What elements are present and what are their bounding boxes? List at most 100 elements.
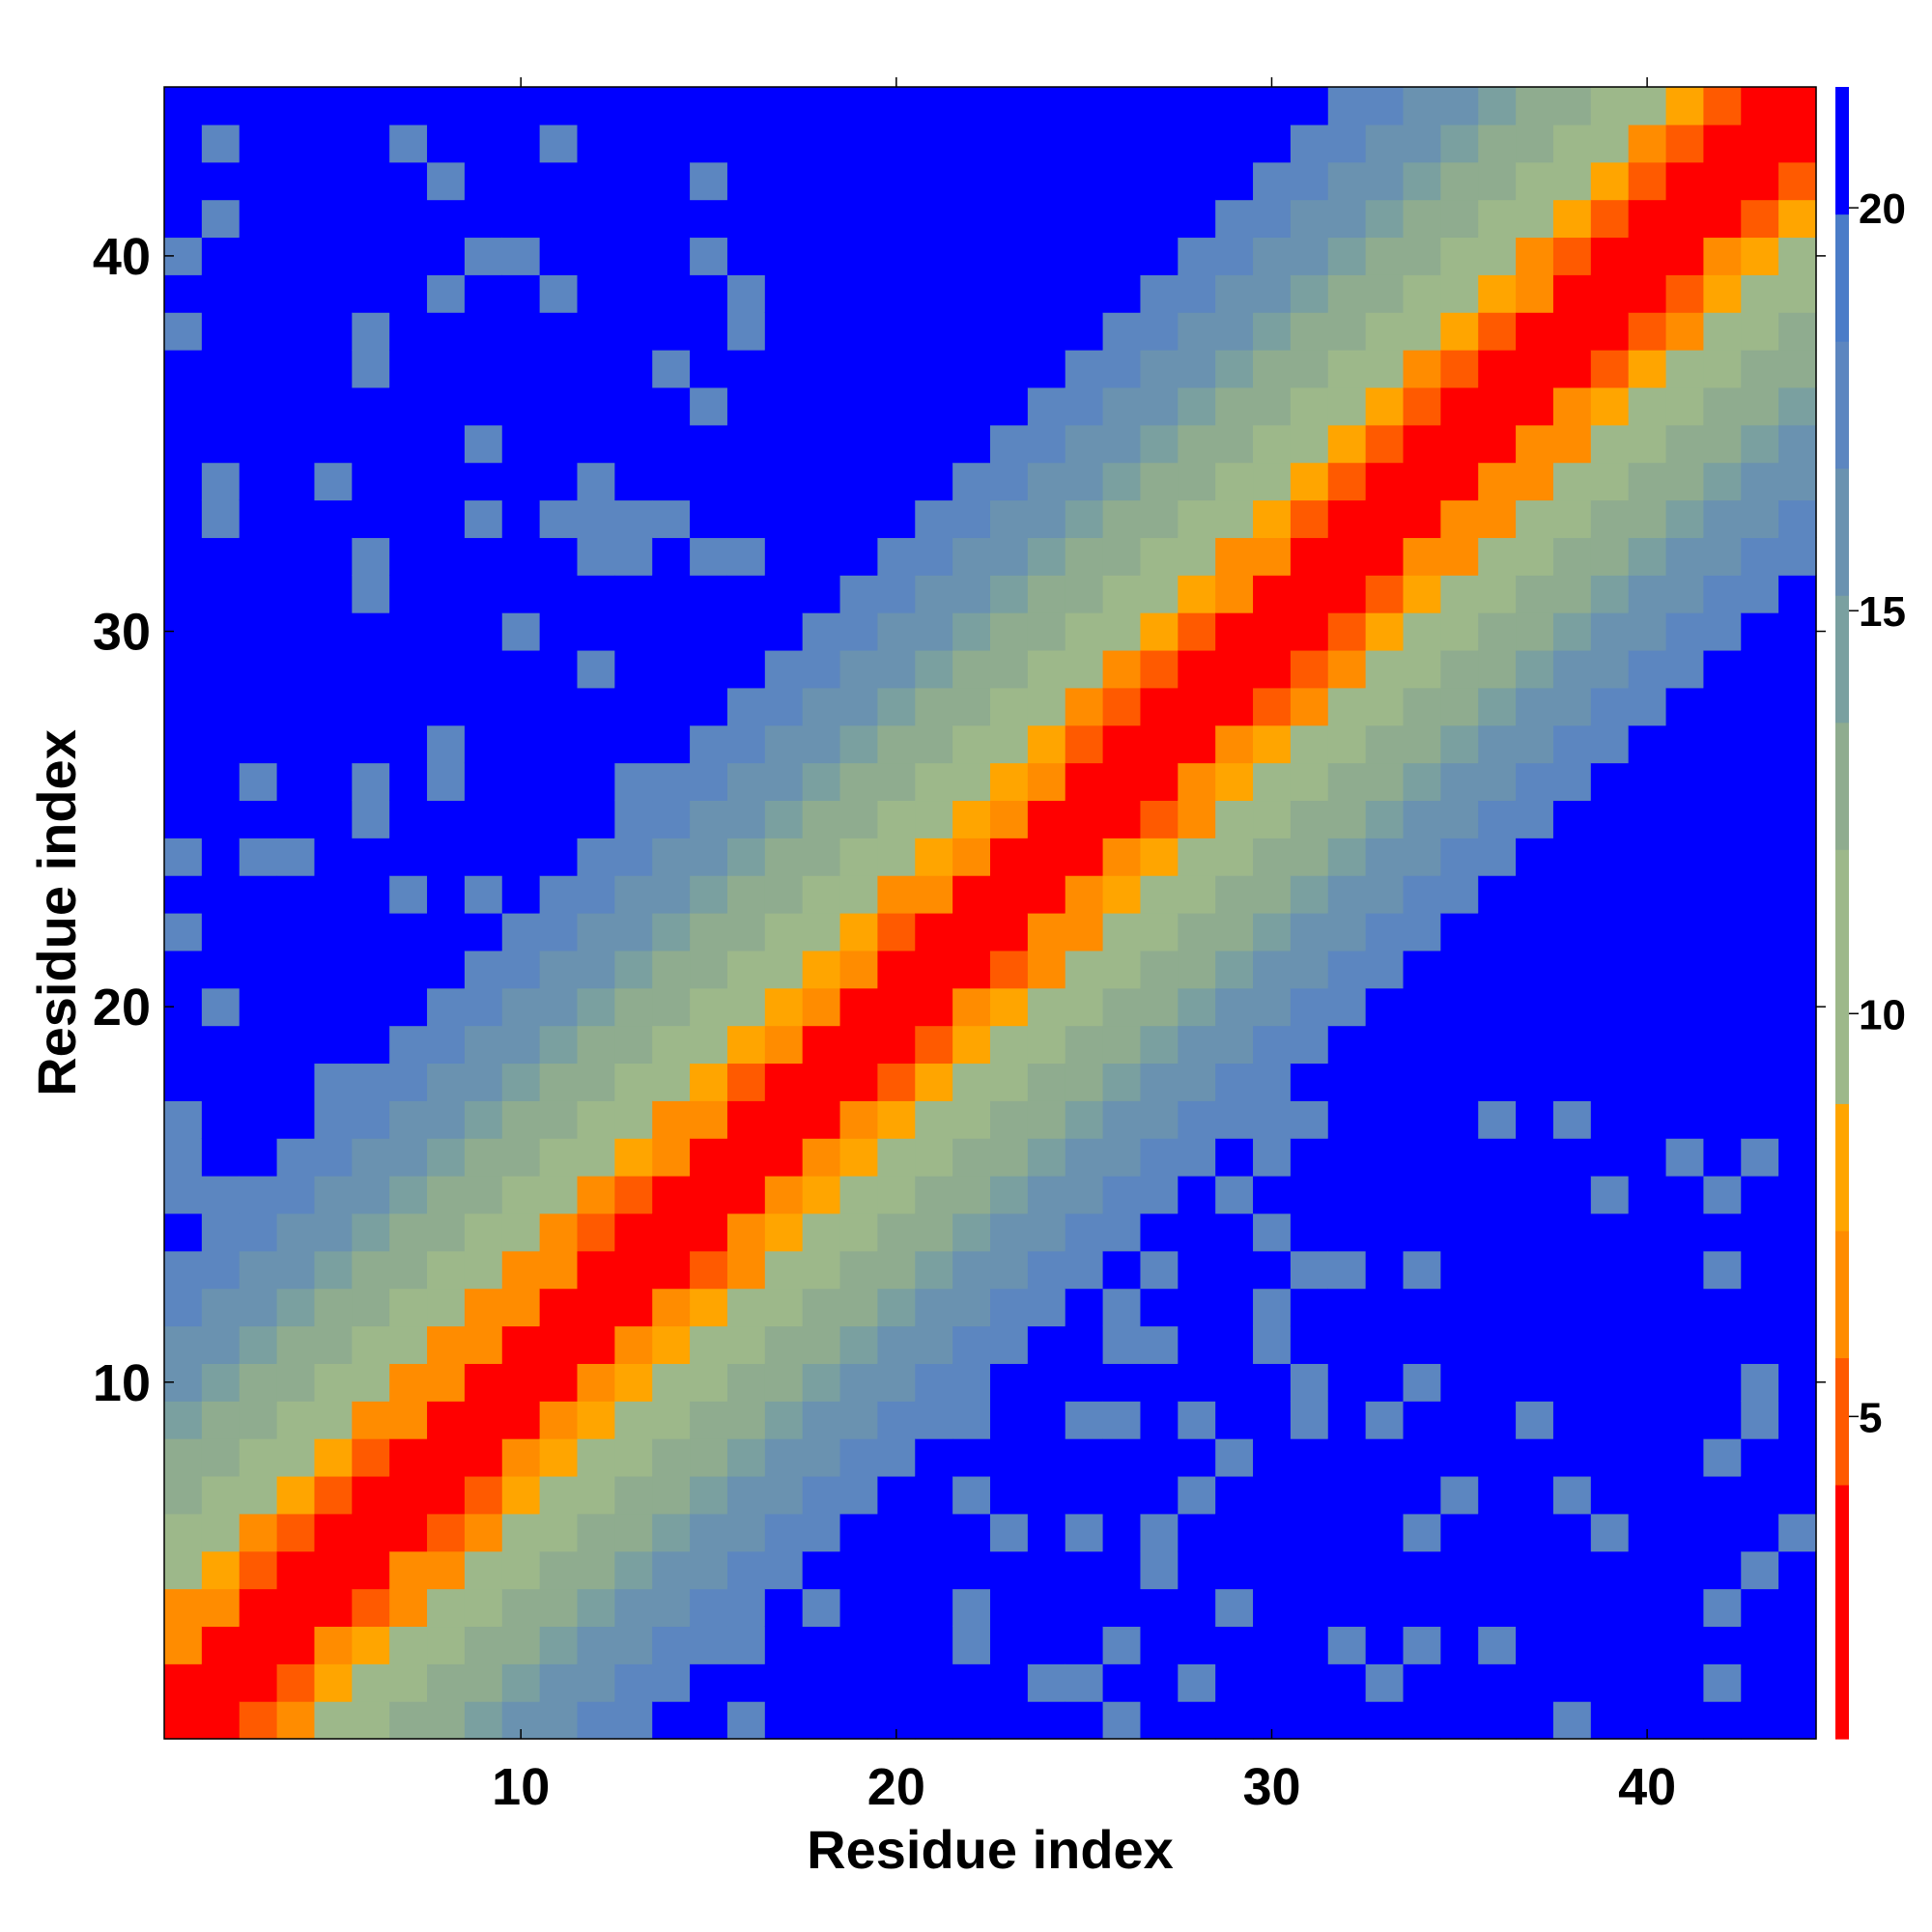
heatmap-cell [614,1475,653,1515]
heatmap-cell [652,762,691,802]
heatmap-cell [690,1250,728,1290]
heatmap-cell [1516,350,1554,388]
heatmap-cell [915,350,953,388]
heatmap-cell [1253,1550,1292,1590]
heatmap-cell [1703,1100,1742,1139]
heatmap-cell [1778,1212,1817,1252]
heatmap-cell [614,386,653,426]
heatmap-cell [1590,1363,1630,1402]
heatmap-cell [577,875,615,914]
heatmap-cell [164,1663,203,1702]
heatmap-cell [314,87,353,126]
heatmap-cell [239,537,278,576]
heatmap-cell [201,237,241,275]
heatmap-cell [389,1176,428,1214]
heatmap-cell [952,1063,991,1101]
heatmap-cell [802,575,841,613]
heatmap-cell [1703,1588,1742,1628]
heatmap-cell [764,1325,804,1364]
heatmap-cell [1778,312,1817,351]
heatmap-cell [1290,274,1329,313]
heatmap-cell [990,913,1029,952]
heatmap-cell [764,724,804,764]
heatmap-cell [314,1212,353,1252]
heatmap-cell [501,1325,541,1364]
heatmap-cell [1703,950,1742,989]
heatmap-cell [539,124,579,163]
heatmap-cell [1703,649,1742,689]
heatmap-cell [764,1513,804,1552]
heatmap-cell [1178,1475,1216,1515]
heatmap-cell [352,350,390,388]
heatmap-cell [764,1288,804,1327]
heatmap-cell [201,1626,241,1664]
heatmap-cell [1327,1363,1367,1402]
heatmap-cell [1778,462,1817,501]
heatmap-cell [1478,1438,1517,1477]
heatmap-cell [652,1363,691,1402]
heatmap-cell [1140,800,1179,838]
heatmap-cell [1590,950,1630,989]
heatmap-cell [690,1212,728,1252]
heatmap-cell [726,950,766,989]
heatmap-cell [1027,1176,1066,1214]
heatmap-cell [1516,987,1554,1027]
heatmap-cell [1778,1626,1817,1664]
heatmap-cell [1102,987,1142,1027]
heatmap-cell [1628,762,1667,802]
heatmap-cell [1102,462,1142,501]
heatmap-cell [652,1138,691,1177]
heatmap-cell [427,1325,466,1364]
colorbar-segment [1835,849,1849,978]
heatmap-cell [614,274,653,313]
heatmap-cell [915,1176,953,1214]
heatmap-cell [1027,1626,1066,1664]
heatmap-cell [726,649,766,689]
heatmap-cell [877,1438,916,1477]
heatmap-cell [1027,1288,1066,1327]
heatmap-cell [614,199,653,239]
heatmap-cell [1065,1063,1104,1101]
heatmap-cell [1665,161,1705,201]
heatmap-cell [1065,1438,1104,1477]
heatmap-cell [726,1288,766,1327]
heatmap-cell [877,1138,916,1177]
y-axis-label: Residue index [26,729,87,1096]
heatmap-cell [239,1100,278,1139]
heatmap-cell [164,687,203,726]
heatmap-cell [1365,1588,1405,1628]
heatmap-cell [1552,1212,1592,1252]
heatmap-cell [1478,987,1517,1027]
heatmap-cell [1290,1288,1329,1327]
heatmap-cell [389,838,428,876]
heatmap-cell [164,1513,203,1552]
heatmap-cell [1065,800,1104,838]
heatmap-cell [352,537,390,576]
heatmap-cell [1703,1212,1742,1252]
heatmap-cell [1140,274,1179,313]
heatmap-cell [314,1138,353,1177]
heatmap-cell [1253,199,1292,239]
heatmap-cell [1403,1401,1441,1439]
heatmap-cell [1253,237,1292,275]
heatmap-cell [1741,1138,1779,1177]
heatmap-cell [877,161,916,201]
heatmap-cell [201,462,241,501]
heatmap-cell [614,462,653,501]
heatmap-cell [1253,1325,1292,1364]
heatmap-cell [1178,724,1216,764]
heatmap-cell [464,762,503,802]
heatmap-cell [1778,274,1817,313]
heatmap-cell [764,838,804,876]
heatmap-cell [276,1325,316,1364]
heatmap-cell [802,1176,841,1214]
heatmap-cell [1065,1363,1104,1402]
heatmap-cell [314,1363,353,1402]
heatmap-cell [1065,1475,1104,1515]
heatmap-cell [501,124,541,163]
heatmap-cell [352,875,390,914]
heatmap-cell [314,612,353,651]
heatmap-cell [1552,1025,1592,1065]
heatmap-cell [802,1663,841,1702]
heatmap-cell [726,312,766,351]
